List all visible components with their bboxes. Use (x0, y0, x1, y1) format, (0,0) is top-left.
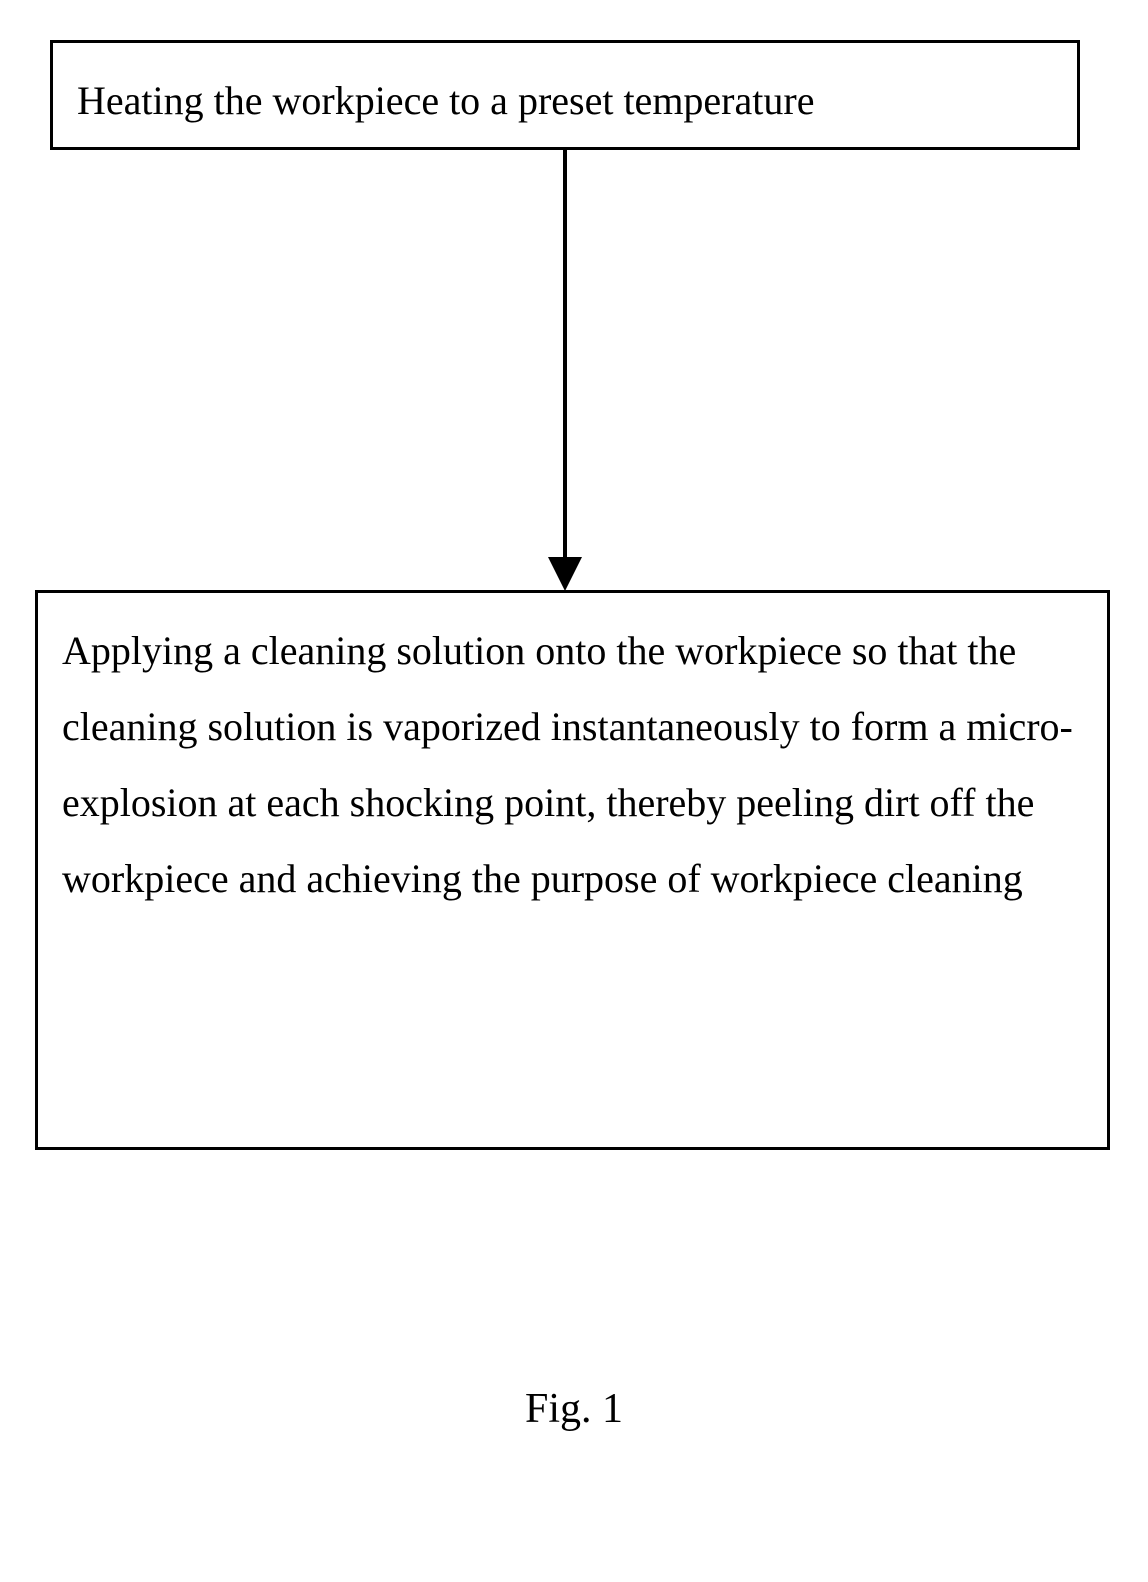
flowchart-step-1-text: Heating the workpiece to a preset temper… (77, 78, 814, 123)
figure-caption-text: Fig. 1 (525, 1386, 623, 1432)
flowchart-arrow-line (563, 150, 567, 565)
flowchart-step-1: Heating the workpiece to a preset temper… (50, 40, 1080, 150)
figure-caption: Fig. 1 (0, 1385, 1148, 1433)
flowchart-step-2: Applying a cleaning solution onto the wo… (35, 590, 1110, 1150)
flowchart-step-2-text: Applying a cleaning solution onto the wo… (62, 628, 1073, 901)
flowchart-arrow-head-icon (548, 557, 582, 591)
